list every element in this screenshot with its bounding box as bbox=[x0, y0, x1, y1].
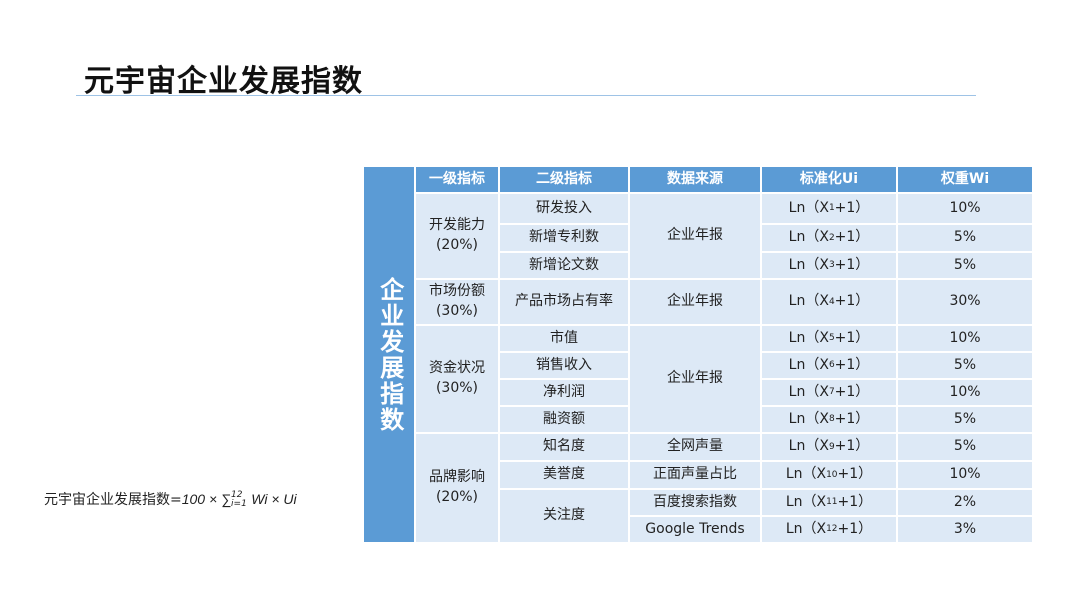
formula: 元宇宙企业发展指数=100 × ∑ 12 i=1 Wi × Ui bbox=[44, 489, 297, 509]
group-weight: (30%) bbox=[435, 380, 479, 396]
indicator-cell: 净利润 bbox=[500, 380, 630, 407]
side-label: 企业发展指数 bbox=[364, 167, 416, 544]
source-cell: 企业年报 bbox=[630, 326, 762, 434]
weight-cell: 5% bbox=[898, 434, 1034, 462]
ui-cell: Ln（X 12 +1） bbox=[762, 517, 898, 544]
group-cell: 市场份额 (30%) bbox=[416, 280, 500, 326]
indicator-cell: 销售收入 bbox=[500, 353, 630, 380]
weight-cell: 30% bbox=[898, 280, 1034, 326]
title-divider bbox=[76, 95, 976, 96]
header-3: 数据来源 bbox=[630, 167, 762, 194]
group-name: 市场份额 bbox=[429, 283, 485, 300]
weight-cell: 10% bbox=[898, 462, 1034, 490]
header-1: 一级指标 bbox=[416, 167, 500, 194]
weight-cell: 2% bbox=[898, 490, 1034, 517]
page-title: 元宇宙企业发展指数 bbox=[84, 64, 363, 99]
ui-cell: Ln（X 1 +1） bbox=[762, 194, 898, 225]
ui-cell: Ln（X 8 +1） bbox=[762, 407, 898, 434]
ui-cell: Ln（X 9 +1） bbox=[762, 434, 898, 462]
indicator-cell: 融资额 bbox=[500, 407, 630, 434]
formula-upper: 12 bbox=[231, 490, 243, 500]
indicator-cell: 产品市场占有率 bbox=[500, 280, 630, 326]
indicator-cell: 新增专利数 bbox=[500, 225, 630, 253]
weight-cell: 5% bbox=[898, 225, 1034, 253]
ui-cell: Ln（X 7 +1） bbox=[762, 380, 898, 407]
group-cell: 开发能力 (20%) bbox=[416, 194, 500, 280]
formula-lhs: 元宇宙企业发展指数= bbox=[44, 492, 182, 508]
indicator-cell: 美誉度 bbox=[500, 462, 630, 490]
header-4: 标准化Ui bbox=[762, 167, 898, 194]
formula-lower: i=1 bbox=[231, 499, 247, 509]
ui-cell: Ln（X 4 +1） bbox=[762, 280, 898, 326]
indicator-cell: 研发投入 bbox=[500, 194, 630, 225]
indicator-cell: 关注度 bbox=[500, 490, 630, 544]
formula-tail: Wi × Ui bbox=[251, 491, 297, 507]
ui-cell: Ln（X 11 +1） bbox=[762, 490, 898, 517]
ui-cell: Ln（X 10 +1） bbox=[762, 462, 898, 490]
ui-cell: Ln（X 2 +1） bbox=[762, 225, 898, 253]
ui-cell: Ln（X 3 +1） bbox=[762, 253, 898, 280]
index-table: 企业发展指数 一级指标 二级指标 数据来源 标准化Ui 权重Wi 开发能力 (20%) 市场份… bbox=[364, 167, 1034, 545]
source-cell: 百度搜索指数 bbox=[630, 490, 762, 517]
indicator-cell: 知名度 bbox=[500, 434, 630, 462]
indicator-cell: 新增论文数 bbox=[500, 253, 630, 280]
group-weight: (30%) bbox=[435, 303, 479, 319]
header-5: 权重Wi bbox=[898, 167, 1034, 194]
header-2: 二级指标 bbox=[500, 167, 630, 194]
source-cell: 全网声量 bbox=[630, 434, 762, 462]
weight-cell: 5% bbox=[898, 353, 1034, 380]
group-name: 品牌影响 bbox=[429, 469, 485, 486]
group-name: 开发能力 bbox=[429, 217, 485, 234]
weight-cell: 10% bbox=[898, 194, 1034, 225]
weight-cell: 5% bbox=[898, 253, 1034, 280]
source-cell: 正面声量占比 bbox=[630, 462, 762, 490]
formula-sum: 100 × ∑ bbox=[181, 491, 232, 507]
group-name: 资金状况 bbox=[429, 360, 485, 377]
weight-cell: 5% bbox=[898, 407, 1034, 434]
weight-cell: 10% bbox=[898, 380, 1034, 407]
ui-cell: Ln（X 5 +1） bbox=[762, 326, 898, 353]
source-cell: Google Trends bbox=[630, 517, 762, 544]
weight-cell: 3% bbox=[898, 517, 1034, 544]
weight-cell: 10% bbox=[898, 326, 1034, 353]
group-weight: (20%) bbox=[435, 489, 479, 505]
group-weight: (20%) bbox=[435, 237, 479, 253]
group-cell: 品牌影响 (20%) bbox=[416, 434, 500, 544]
ui-cell: Ln（X 6 +1） bbox=[762, 353, 898, 380]
group-cell: 资金状况 (30%) bbox=[416, 326, 500, 434]
source-cell: 企业年报 bbox=[630, 280, 762, 326]
source-cell: 企业年报 bbox=[630, 194, 762, 280]
indicator-cell: 市值 bbox=[500, 326, 630, 353]
